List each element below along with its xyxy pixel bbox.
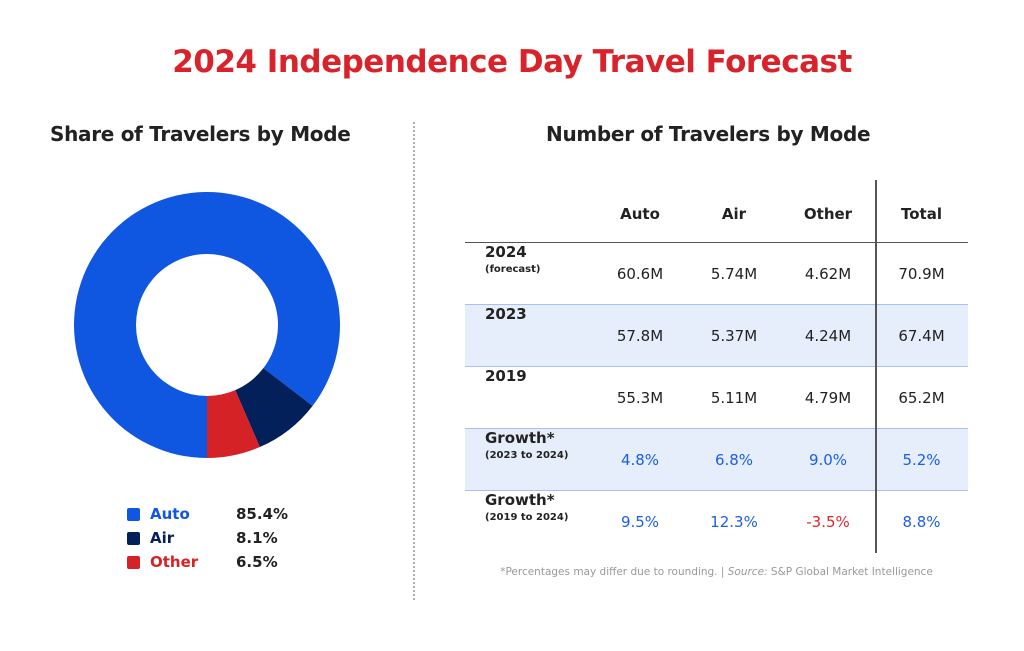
column-header: Auto: [620, 205, 660, 223]
row-label: 2023: [485, 305, 527, 323]
divider: [413, 122, 415, 600]
table-cell: 5.2%: [902, 450, 941, 469]
table-cell: 57.8M: [616, 326, 664, 345]
table-cell: 67.4M: [898, 326, 945, 345]
legend-swatch: [127, 555, 140, 569]
table-cell: 5.74M: [710, 264, 758, 283]
footnote: *Percentages may differ due to rounding.…: [500, 566, 933, 578]
table-cell: 9.0%: [808, 450, 848, 469]
table-cell: 5.37M: [710, 326, 758, 345]
legend-value: 85.4%: [236, 505, 289, 523]
table-cell: 55.3M: [616, 388, 664, 407]
table-cell: 6.8%: [714, 450, 754, 469]
table-cell: 9.5%: [620, 513, 660, 531]
legend-swatch: [127, 531, 140, 545]
slice-other: [207, 390, 260, 458]
total-column-divider: [875, 180, 877, 553]
row-label: 2024 (forecast): [485, 243, 541, 275]
table-cell: 4.62M: [804, 264, 852, 283]
slice-air: [235, 368, 313, 448]
legend-label: Auto: [150, 505, 190, 523]
table-cell: 5.11M: [710, 388, 758, 407]
legend-label: Air: [150, 529, 175, 547]
table-cell: 4.79M: [804, 388, 852, 407]
legend: Auto 85.4% Air 8.1% Other 6.5%: [127, 502, 288, 574]
donut-title: Share of Travelers by Mode: [50, 122, 351, 146]
slice-auto: [74, 192, 340, 459]
table-row: Growth* (2019 to 2024) 9.5% 12.3% -3.5% 8.8%: [465, 491, 968, 553]
table-cell: 8.8%: [902, 513, 941, 531]
table-row: Growth* (2023 to 2024) 4.8% 6.8% 9.0% 5.2%: [465, 429, 968, 491]
page-title: 2024 Independence Day Travel Forecast: [172, 44, 852, 80]
legend-value: 8.1%: [236, 529, 278, 547]
table-cell: 70.9M: [898, 264, 945, 283]
table-title: Number of Travelers by Mode: [546, 122, 871, 146]
table-cell: 60.6M: [616, 264, 664, 283]
table-cell: 65.2M: [898, 388, 945, 407]
row-label: Growth* (2019 to 2024): [485, 491, 569, 523]
table-header: Auto Air Other Total: [465, 180, 968, 243]
legend-swatch: [127, 507, 140, 521]
row-label: Growth* (2023 to 2024): [485, 429, 569, 461]
travelers-table: Auto Air Other Total 2024 (forecast) 60.6M 5.74…: [465, 180, 968, 553]
table-row: 2019 55.3M 5.11M 4.79M 65.2M: [465, 367, 968, 429]
table-cell: 12.3%: [710, 513, 758, 531]
legend-item-auto: Auto 85.4%: [127, 502, 288, 526]
table-cell: 4.8%: [620, 450, 660, 469]
column-header: Total: [901, 205, 942, 223]
table-row: 2023 57.8M 5.37M 4.24M 67.4M: [465, 305, 968, 367]
legend-item-air: Air 8.1%: [127, 526, 288, 550]
table-cell: 4.24M: [804, 326, 852, 345]
legend-label: Other: [150, 553, 199, 571]
table-row: 2024 (forecast) 60.6M 5.74M 4.62M 70.9M: [465, 243, 968, 305]
table-cell: -3.5%: [806, 513, 850, 531]
row-label: 2019: [485, 367, 527, 385]
column-header: Other: [803, 205, 853, 223]
column-header: Air: [721, 205, 747, 223]
donut-chart: [74, 192, 340, 459]
legend-item-other: Other 6.5%: [127, 550, 288, 574]
legend-value: 6.5%: [236, 553, 278, 571]
